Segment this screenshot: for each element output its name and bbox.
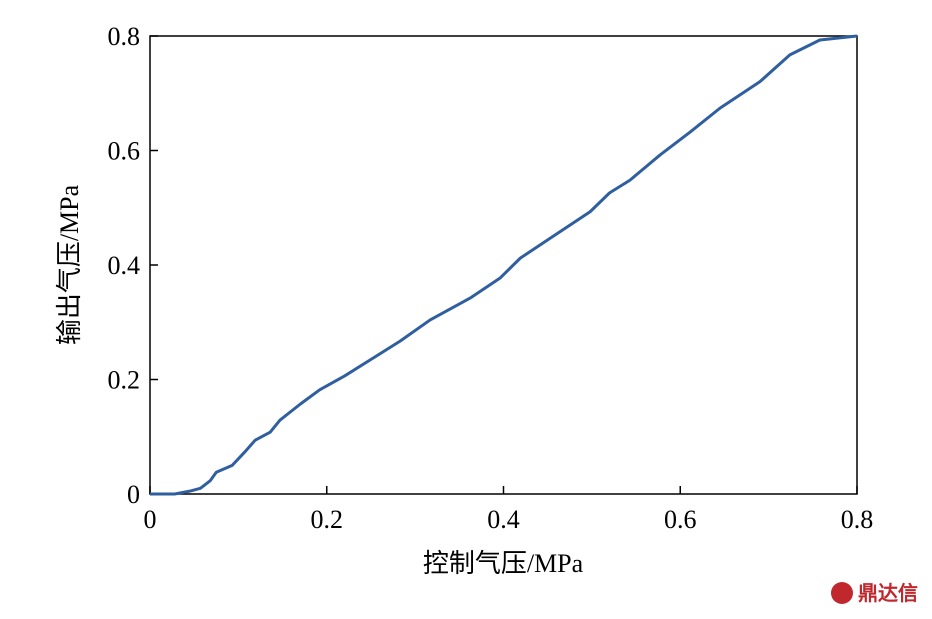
data-line bbox=[150, 34, 858, 496]
plot-frame bbox=[149, 35, 858, 495]
y-tick-label: 0.8 bbox=[108, 22, 141, 51]
y-tick-label: 0.6 bbox=[108, 137, 141, 166]
x-axis-label: 控制气压/MPa bbox=[423, 549, 584, 578]
y-tick-label: 0.2 bbox=[108, 366, 141, 395]
watermark: 鼎达信 bbox=[858, 581, 918, 605]
x-tick-label: 0 bbox=[144, 505, 157, 534]
x-tick-label: 0.4 bbox=[487, 505, 520, 534]
y-tick-label: 0.4 bbox=[108, 251, 141, 280]
x-tick-label: 0.8 bbox=[841, 505, 874, 534]
y-axis-label: 输出气压/MPa bbox=[55, 184, 84, 345]
x-tick-label: 0.2 bbox=[311, 505, 344, 534]
x-tick-label: 0.6 bbox=[664, 505, 697, 534]
y-tick-label: 0 bbox=[127, 480, 140, 509]
watermark-logo bbox=[831, 582, 853, 604]
